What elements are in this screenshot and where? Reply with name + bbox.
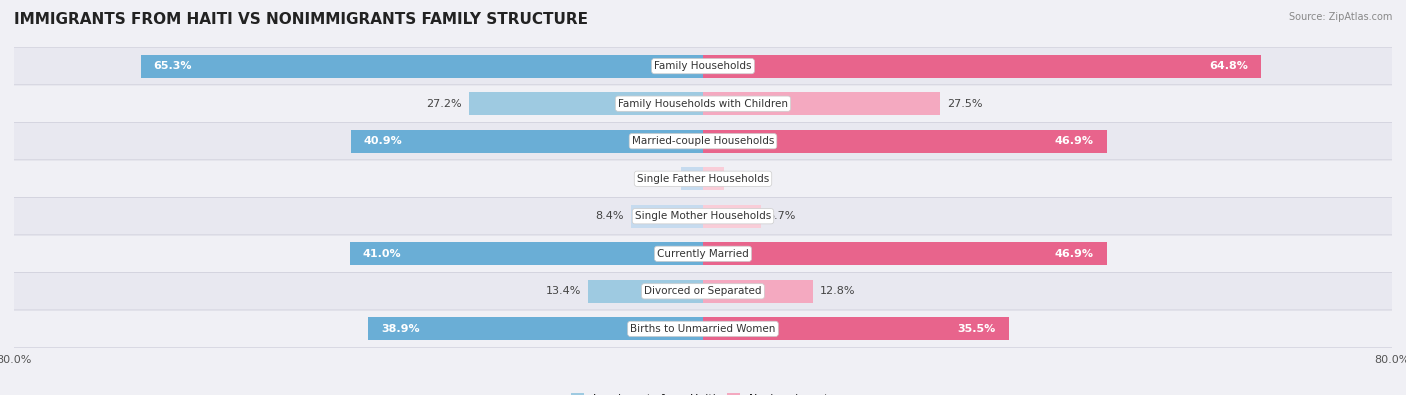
Text: 35.5%: 35.5% [957, 324, 995, 334]
Text: Family Households with Children: Family Households with Children [619, 99, 787, 109]
Text: Currently Married: Currently Married [657, 249, 749, 259]
Text: 2.6%: 2.6% [645, 174, 673, 184]
Text: Births to Unmarried Women: Births to Unmarried Women [630, 324, 776, 334]
Bar [631, 205, 703, 228]
Bar [703, 242, 1107, 265]
FancyBboxPatch shape [6, 235, 1400, 273]
Text: 8.4%: 8.4% [595, 211, 624, 221]
Text: Single Mother Households: Single Mother Households [636, 211, 770, 221]
Text: 6.7%: 6.7% [768, 211, 796, 221]
Text: 2.4%: 2.4% [731, 174, 759, 184]
Bar [703, 92, 939, 115]
Text: 65.3%: 65.3% [153, 61, 193, 71]
FancyBboxPatch shape [6, 47, 1400, 85]
Bar [703, 130, 1107, 153]
Bar [703, 167, 724, 190]
Text: 41.0%: 41.0% [363, 249, 402, 259]
Bar [350, 130, 703, 153]
Text: 64.8%: 64.8% [1209, 61, 1249, 71]
FancyBboxPatch shape [6, 198, 1400, 235]
Bar [703, 317, 1008, 340]
Text: Family Households: Family Households [654, 61, 752, 71]
Text: 38.9%: 38.9% [381, 324, 419, 334]
Text: 40.9%: 40.9% [364, 136, 402, 146]
Text: 46.9%: 46.9% [1054, 249, 1094, 259]
Text: Married-couple Households: Married-couple Households [631, 136, 775, 146]
Bar [703, 55, 1261, 78]
Text: Source: ZipAtlas.com: Source: ZipAtlas.com [1288, 12, 1392, 22]
Text: 12.8%: 12.8% [820, 286, 856, 296]
Bar [368, 317, 703, 340]
Bar [141, 55, 703, 78]
Text: IMMIGRANTS FROM HAITI VS NONIMMIGRANTS FAMILY STRUCTURE: IMMIGRANTS FROM HAITI VS NONIMMIGRANTS F… [14, 12, 588, 27]
Text: 27.2%: 27.2% [426, 99, 461, 109]
Bar [703, 205, 761, 228]
Text: Single Father Households: Single Father Households [637, 174, 769, 184]
Text: Divorced or Separated: Divorced or Separated [644, 286, 762, 296]
FancyBboxPatch shape [6, 273, 1400, 310]
Bar [350, 242, 703, 265]
Legend: Immigrants from Haiti, Nonimmigrants: Immigrants from Haiti, Nonimmigrants [567, 389, 839, 395]
Text: 46.9%: 46.9% [1054, 136, 1094, 146]
Bar [588, 280, 703, 303]
Bar [703, 280, 813, 303]
FancyBboxPatch shape [6, 85, 1400, 122]
Text: 13.4%: 13.4% [546, 286, 581, 296]
Text: 27.5%: 27.5% [946, 99, 983, 109]
FancyBboxPatch shape [6, 122, 1400, 160]
FancyBboxPatch shape [6, 160, 1400, 198]
Bar [681, 167, 703, 190]
Bar [468, 92, 703, 115]
FancyBboxPatch shape [6, 310, 1400, 348]
